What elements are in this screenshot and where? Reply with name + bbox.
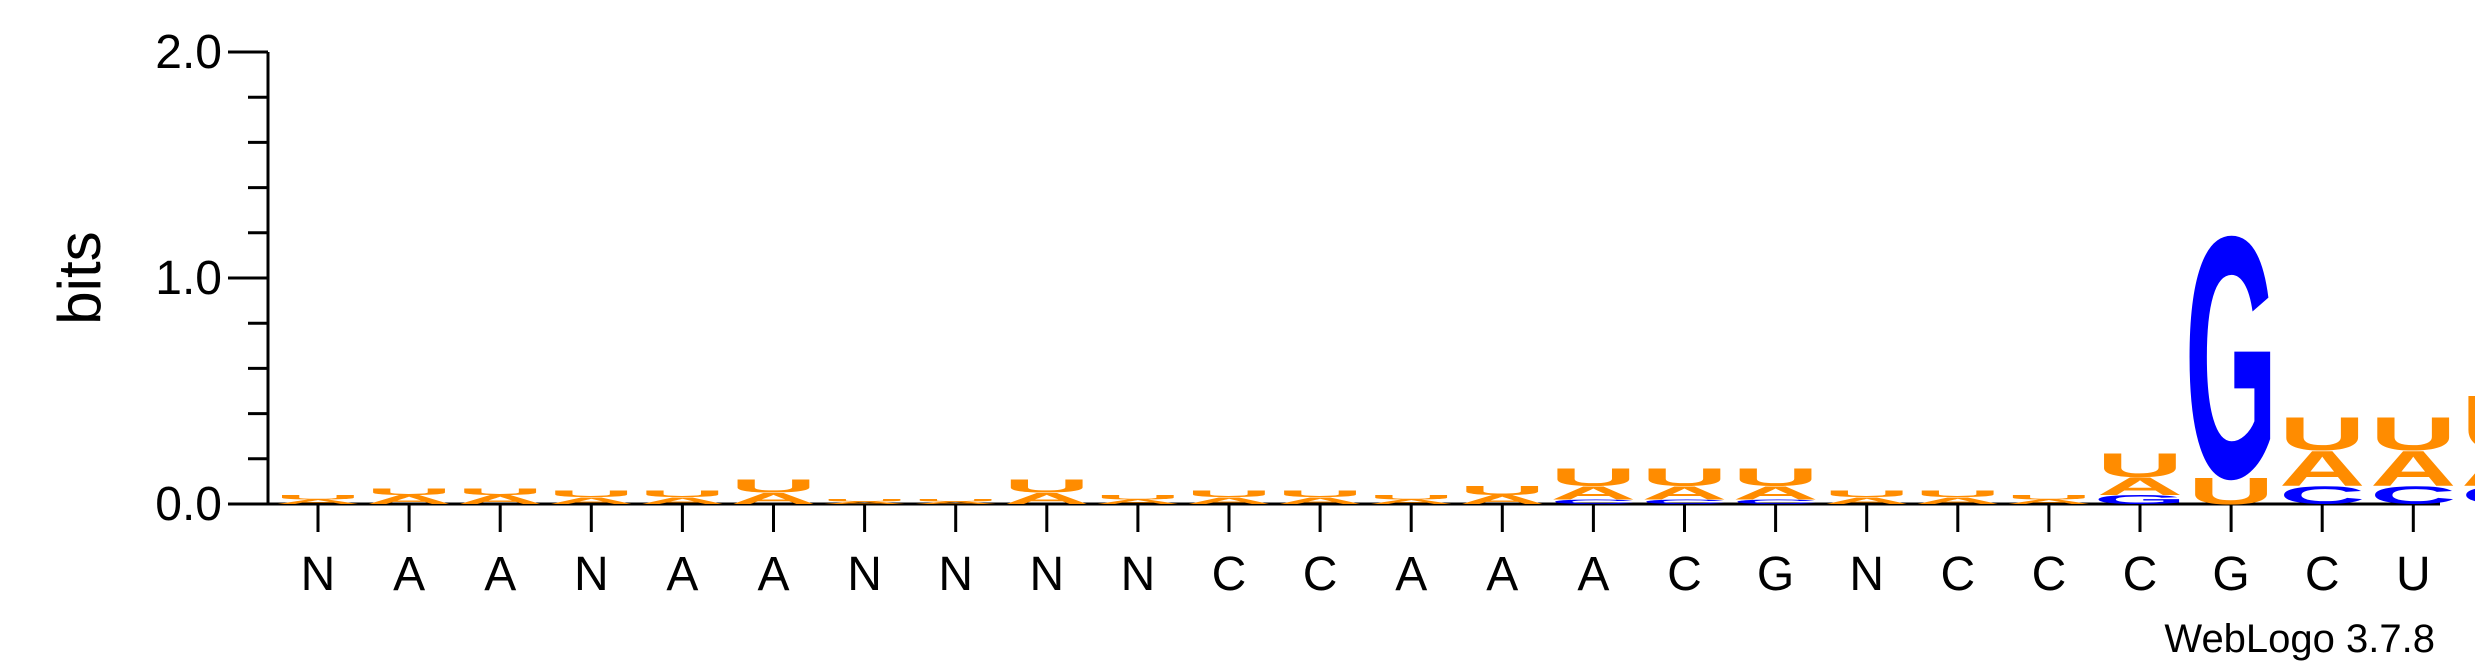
logo-letter-A: A	[1915, 495, 2001, 506]
logo-letter-A: A	[1186, 495, 1272, 506]
logo-letter-G: G	[2094, 493, 2187, 507]
logo-letter-A: A	[1004, 490, 1090, 508]
logo-letter-A: A	[1550, 483, 1636, 504]
x-axis-labels: NAANAANNNNCCAAACGNCCCGCUU	[301, 548, 2431, 601]
logo-letter-A: A	[366, 493, 452, 507]
logo-letter-A: A	[1277, 495, 1363, 506]
y-tick-label-2: 2.0	[155, 26, 222, 79]
logo-letter-A: A	[913, 501, 999, 504]
x-tick-label: A	[1395, 548, 1427, 601]
x-tick-label: N	[574, 548, 609, 601]
logo-letter-U: U	[1550, 464, 1636, 492]
logo-letter-U: U	[639, 489, 725, 500]
logo-letter-A: A	[548, 495, 634, 506]
x-tick-label: N	[1121, 548, 1156, 601]
y-axis-title: bits	[46, 231, 113, 324]
x-tick-label: A	[666, 548, 698, 601]
x-tick-label: N	[1849, 548, 1884, 601]
logo-letter-C: C	[1732, 498, 1818, 505]
logo-letter-A: A	[730, 490, 816, 508]
x-tick-label: A	[1577, 548, 1609, 601]
logo-letter-U: U	[1824, 489, 1910, 500]
logo-letter-A: A	[2279, 441, 2365, 497]
logo-letter-A: A	[1095, 498, 1181, 505]
logo-letter-U: U	[821, 499, 907, 502]
logo-letter-G: G	[2185, 164, 2278, 550]
logo-letter-A: A	[639, 495, 725, 506]
x-tick-label: N	[301, 548, 336, 601]
logo-letter-A: A	[821, 501, 907, 504]
logo-letter-U: U	[548, 489, 634, 500]
logo-letter-U: U	[366, 486, 452, 497]
x-tick-label: A	[484, 548, 516, 601]
y-minor-ticks	[248, 95, 268, 461]
logo-letter-U: U	[2006, 494, 2092, 501]
x-tick-label: C	[1940, 548, 1975, 601]
logo-letter-A: A	[2006, 498, 2092, 505]
logo-letter-A: A	[2461, 441, 2475, 497]
logo-letter-U: U	[730, 476, 816, 497]
logo-letter-U: U	[2370, 408, 2456, 460]
logo-letter-A: A	[275, 498, 361, 505]
logo-letter-U: U	[1915, 489, 2001, 500]
logo-letter-U: U	[1095, 494, 1181, 501]
logo-letter-A: A	[1368, 498, 1454, 505]
logo-letter-C: C	[2461, 482, 2475, 510]
logo-letter-C: C	[1550, 498, 1636, 505]
logo-letter-U: U	[1732, 464, 1818, 492]
x-tick-label: C	[1667, 548, 1702, 601]
x-tick-label: C	[2305, 548, 2340, 601]
logo-letter-U: U	[1004, 476, 1090, 497]
logo-letter-A: A	[2097, 473, 2183, 501]
x-tick-label: A	[757, 548, 789, 601]
logo-letter-C: C	[1641, 498, 1727, 505]
logo-letter-U: U	[913, 499, 999, 502]
logo-letter-U: U	[2461, 380, 2475, 467]
y-axis: 2.0 1.0 0.0 bits	[46, 26, 270, 531]
x-tick-label: A	[1486, 548, 1518, 601]
logo-letter-U: U	[2188, 470, 2274, 512]
x-tick-label: C	[1303, 548, 1338, 601]
logo-letter-A: A	[457, 493, 543, 507]
x-tick-label: U	[2396, 548, 2431, 601]
logo-letter-U: U	[2097, 445, 2183, 484]
x-tick-label: N	[938, 548, 973, 601]
x-tick-label: N	[1029, 548, 1064, 601]
logo-letter-U: U	[1277, 489, 1363, 500]
logo-letter-A: A	[1641, 483, 1727, 504]
y-tick-label-1: 1.0	[155, 252, 222, 305]
logo-letter-A: A	[1732, 483, 1818, 504]
x-tick-label: C	[1212, 548, 1247, 601]
logo-letter-U: U	[1186, 489, 1272, 500]
y-tick-label-0: 0.0	[155, 478, 222, 531]
x-tick-label: C	[2032, 548, 2067, 601]
x-tick-label: G	[1757, 548, 1794, 601]
x-tick-label: C	[2123, 548, 2158, 601]
logo-letter-A: A	[1459, 493, 1545, 507]
logo-letter-A: A	[2370, 441, 2456, 497]
logo-letter-C: C	[2370, 482, 2456, 510]
x-axis-ticks	[316, 504, 2415, 532]
x-tick-label: A	[393, 548, 425, 601]
weblogo-credit: WebLogo 3.7.8	[2164, 617, 2435, 661]
x-tick-label: N	[847, 548, 882, 601]
logo-letter-U: U	[2279, 408, 2365, 460]
logo-letter-A: A	[1824, 495, 1910, 506]
logo-letter-U: U	[457, 486, 543, 497]
x-tick-label: G	[2212, 548, 2249, 601]
logo-letter-U: U	[1459, 484, 1545, 498]
logo-letter-C: C	[2279, 482, 2365, 510]
logo-letter-U: U	[275, 494, 361, 501]
logo-letter-U: U	[1641, 464, 1727, 492]
logo-letter-U: U	[1368, 494, 1454, 501]
